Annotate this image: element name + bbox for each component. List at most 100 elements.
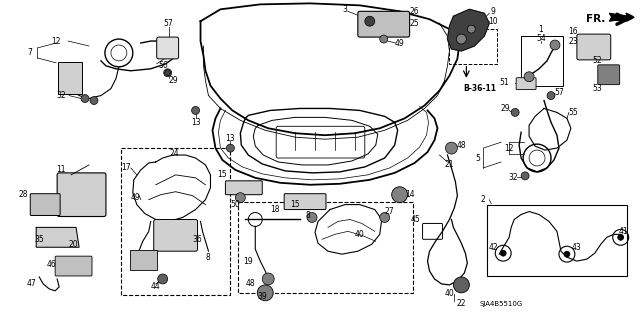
Text: 40: 40 xyxy=(445,289,454,298)
Text: 8: 8 xyxy=(306,211,310,220)
Text: 55: 55 xyxy=(568,108,578,117)
Circle shape xyxy=(90,97,98,105)
Text: 27: 27 xyxy=(385,207,394,216)
Text: 49: 49 xyxy=(395,39,404,48)
Text: 57: 57 xyxy=(554,88,564,97)
Text: 54: 54 xyxy=(536,33,546,42)
Text: 9: 9 xyxy=(491,7,496,16)
Text: 17: 17 xyxy=(121,163,131,173)
FancyBboxPatch shape xyxy=(157,37,179,59)
Text: 25: 25 xyxy=(410,19,419,28)
Text: 26: 26 xyxy=(410,7,419,16)
Text: 43: 43 xyxy=(572,243,582,252)
Text: 56: 56 xyxy=(159,61,168,70)
Circle shape xyxy=(236,193,245,203)
Circle shape xyxy=(524,72,534,82)
Circle shape xyxy=(467,25,476,33)
FancyBboxPatch shape xyxy=(284,194,326,210)
Text: 21: 21 xyxy=(445,160,454,169)
Text: 23: 23 xyxy=(568,37,578,46)
Circle shape xyxy=(618,234,623,240)
Text: 41: 41 xyxy=(619,227,628,236)
Text: 50: 50 xyxy=(230,200,240,209)
FancyBboxPatch shape xyxy=(154,219,198,251)
Text: 20: 20 xyxy=(68,240,78,249)
Bar xyxy=(121,148,230,295)
Text: 12: 12 xyxy=(51,37,61,46)
Circle shape xyxy=(500,250,506,256)
Text: 35: 35 xyxy=(35,235,44,244)
Text: 46: 46 xyxy=(46,260,56,269)
Text: 19: 19 xyxy=(243,256,253,266)
Text: 12: 12 xyxy=(504,144,514,152)
Polygon shape xyxy=(36,227,79,247)
Circle shape xyxy=(164,69,172,77)
Circle shape xyxy=(521,172,529,180)
Text: 15: 15 xyxy=(291,200,300,209)
FancyBboxPatch shape xyxy=(358,11,410,37)
Text: 8: 8 xyxy=(205,253,210,262)
FancyBboxPatch shape xyxy=(516,78,536,90)
Circle shape xyxy=(550,40,560,50)
Text: FR.: FR. xyxy=(586,14,605,24)
Text: 13: 13 xyxy=(191,118,200,127)
Circle shape xyxy=(392,187,408,203)
Circle shape xyxy=(262,273,274,285)
Text: 48: 48 xyxy=(456,141,466,150)
Text: 16: 16 xyxy=(568,26,578,36)
Text: 28: 28 xyxy=(19,190,28,199)
Circle shape xyxy=(547,92,555,100)
Text: 14: 14 xyxy=(404,190,415,199)
Circle shape xyxy=(511,108,519,116)
Text: 39: 39 xyxy=(257,292,267,301)
Text: 1: 1 xyxy=(539,25,543,33)
FancyBboxPatch shape xyxy=(57,173,106,217)
Text: 52: 52 xyxy=(592,56,602,65)
Text: 10: 10 xyxy=(488,17,498,26)
Polygon shape xyxy=(447,9,489,51)
Circle shape xyxy=(380,212,390,222)
Circle shape xyxy=(453,277,469,293)
FancyBboxPatch shape xyxy=(58,62,82,93)
Text: 22: 22 xyxy=(456,299,466,308)
Text: 48: 48 xyxy=(246,279,255,288)
Text: 57: 57 xyxy=(164,19,173,28)
FancyBboxPatch shape xyxy=(577,34,611,60)
Circle shape xyxy=(456,34,467,44)
Bar xyxy=(238,202,413,293)
Bar xyxy=(487,204,627,276)
Text: 49: 49 xyxy=(131,193,141,202)
FancyBboxPatch shape xyxy=(30,194,60,216)
FancyBboxPatch shape xyxy=(225,181,262,195)
Text: 29: 29 xyxy=(500,104,510,113)
Text: 3: 3 xyxy=(342,5,348,14)
Text: 15: 15 xyxy=(218,170,227,179)
Circle shape xyxy=(191,107,200,115)
Text: 11: 11 xyxy=(56,166,66,174)
FancyBboxPatch shape xyxy=(130,250,157,270)
Text: SJA4B5510G: SJA4B5510G xyxy=(479,301,523,307)
Bar xyxy=(521,36,563,85)
FancyBboxPatch shape xyxy=(55,256,92,276)
Circle shape xyxy=(81,94,89,102)
Text: 32: 32 xyxy=(56,91,66,100)
Circle shape xyxy=(257,285,273,301)
Text: 18: 18 xyxy=(271,205,280,214)
Circle shape xyxy=(307,212,317,222)
Text: 36: 36 xyxy=(193,235,202,244)
Text: 44: 44 xyxy=(151,282,161,291)
Circle shape xyxy=(445,142,458,154)
Text: 40: 40 xyxy=(355,230,365,239)
Text: 42: 42 xyxy=(488,243,498,252)
Text: 7: 7 xyxy=(27,48,32,57)
Text: 47: 47 xyxy=(26,279,36,288)
Circle shape xyxy=(365,16,375,26)
Text: 13: 13 xyxy=(225,134,236,143)
Circle shape xyxy=(564,251,570,257)
Text: 53: 53 xyxy=(592,84,602,93)
Text: B-36-11: B-36-11 xyxy=(463,84,496,93)
Bar xyxy=(449,29,497,64)
FancyBboxPatch shape xyxy=(598,65,620,85)
Circle shape xyxy=(164,70,171,76)
Text: 51: 51 xyxy=(499,78,509,87)
